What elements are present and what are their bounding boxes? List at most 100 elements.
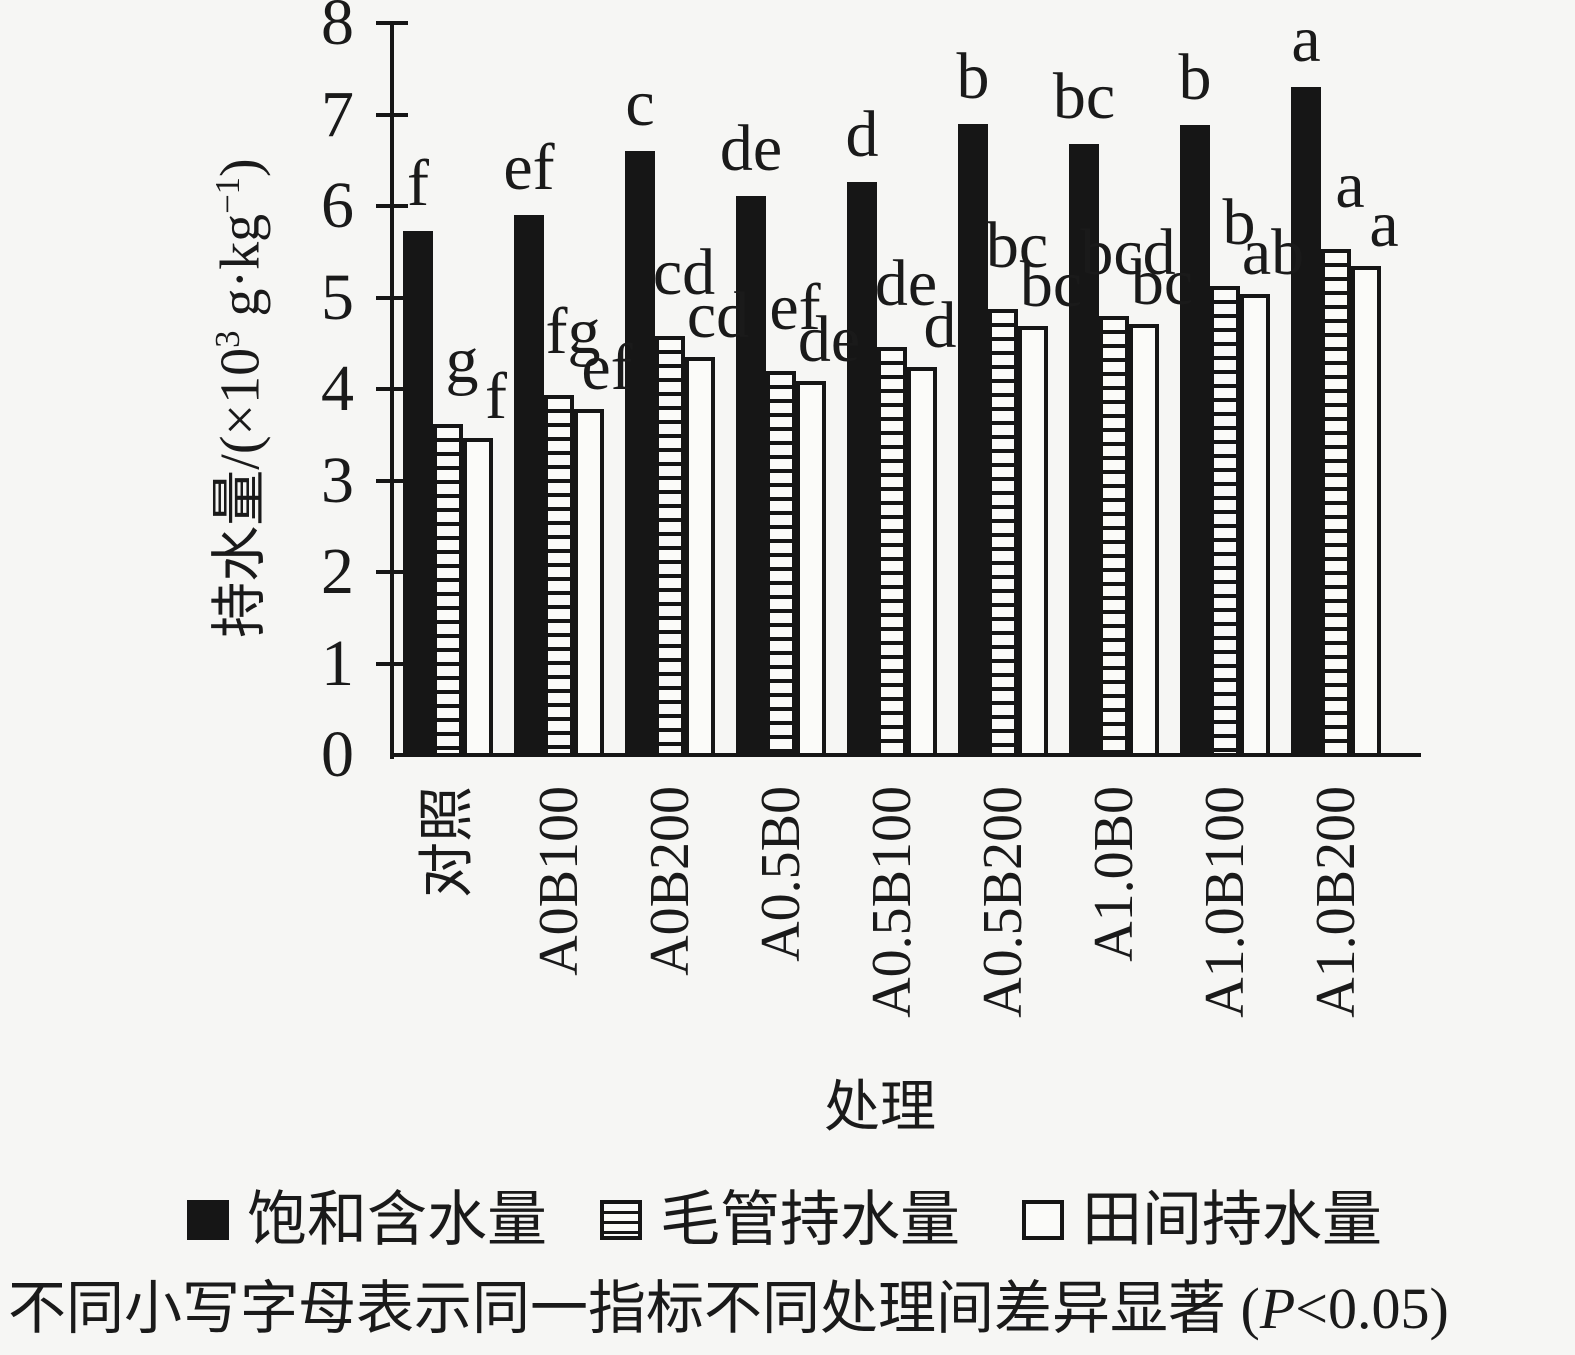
y-tick-label: 2 [321, 535, 354, 608]
y-tick-label: 6 [321, 169, 354, 242]
y-tick-label: 5 [321, 260, 354, 334]
sig-letter: d [845, 98, 879, 172]
sig-letter: cd [686, 278, 750, 352]
y-tick-label: 0 [321, 718, 354, 791]
bar-hollow [796, 380, 826, 757]
bar-solid [847, 182, 877, 757]
x-tick-label: A1.0B200 [1303, 786, 1535, 1018]
bar-h-stripes [766, 370, 796, 757]
bar-hollow [907, 367, 937, 757]
bar-hollow [685, 356, 715, 757]
y-title-base1: 持水量/(×10 [209, 347, 272, 638]
legend-swatch-solid [187, 1200, 229, 1240]
x-tick-label-text: A1.0B200 [1305, 786, 1367, 1018]
bar-hollow [1129, 324, 1159, 757]
x-tick-label-text: A1.0B0 [1083, 786, 1145, 962]
sig-letter: ef [503, 131, 555, 205]
sig-letter: de [797, 302, 861, 376]
legend-label-saturated: 饱和含水量 [247, 1187, 547, 1253]
x-axis-title: 处理 [824, 1077, 936, 1139]
y-tick-label: 1 [321, 626, 354, 700]
x-tick-label-text: A0.5B0 [750, 786, 812, 962]
sig-letter: a [1369, 188, 1399, 262]
bar-solid [625, 151, 655, 757]
bar-solid [736, 195, 766, 757]
sig-letter: c [625, 67, 655, 141]
sig-letter: ab [1241, 215, 1305, 289]
bar-solid [514, 215, 544, 757]
bar-hollow [1240, 293, 1270, 757]
sig-letter: bc [985, 209, 1049, 283]
bar-h-stripes [877, 346, 907, 757]
sig-letter: ef [769, 270, 821, 344]
note-prefix: 不同小写字母表示同一指标不同处理间差异显著 ( [8, 1276, 1260, 1341]
y-tick-label: 7 [321, 77, 354, 151]
x-tick-label: 对照 [415, 786, 527, 898]
sig-letter: bcd [1080, 215, 1176, 289]
bar-solid [1069, 143, 1099, 757]
x-tick-label-text: 对照 [417, 786, 479, 898]
y-axis-tick [376, 661, 408, 666]
y-title-base3: ) [209, 158, 272, 177]
sig-letter: b [1222, 185, 1256, 259]
note: 不同小写字母表示同一指标不同处理间差异显著 (P<0.05) [8, 1278, 1449, 1340]
sig-letter: ef [581, 331, 633, 405]
bar-h-stripes [1321, 249, 1351, 757]
sig-letter: b [956, 39, 990, 113]
sig-letter: f [407, 146, 429, 220]
y-axis-tick [376, 112, 408, 117]
sig-letter: b [1178, 41, 1212, 115]
bar-h-stripes [655, 335, 685, 757]
y-title-sup2: −1 [208, 176, 247, 214]
legend-label-field: 田间持水量 [1082, 1187, 1382, 1253]
sig-letter: de [719, 111, 783, 185]
x-tick-label-text: A0B100 [528, 786, 590, 976]
legend-swatch-hollow [1022, 1200, 1064, 1240]
sig-letter: cd [652, 235, 716, 309]
bar-h-stripes [988, 309, 1018, 757]
sig-letter: f [485, 360, 507, 434]
x-tick-label-text: A0B200 [639, 786, 701, 976]
sig-letter: de [874, 246, 938, 320]
bar-hollow [463, 438, 493, 757]
bar-h-stripes [544, 395, 574, 757]
sig-letter: d [923, 289, 957, 363]
bar-hollow [574, 409, 604, 757]
y-axis-tick [376, 387, 408, 391]
sig-letter: fg [545, 295, 601, 369]
y-tick-label: 8 [321, 0, 354, 59]
bar-solid [403, 230, 433, 757]
y-axis-title-text: 持水量/(×103 g·kg−1) [196, 158, 273, 637]
bar-hollow [1018, 325, 1048, 757]
bar-h-stripes [1210, 285, 1240, 757]
sig-letter: bc [1130, 246, 1194, 320]
y-axis-tick [376, 295, 408, 300]
bar-solid [958, 123, 988, 757]
bar-h-stripes [1099, 315, 1129, 757]
y-axis-tick [376, 570, 408, 574]
note-suffix: <0.05) [1295, 1276, 1449, 1341]
note-p-italic: P [1259, 1276, 1296, 1341]
bar-solid [1291, 87, 1321, 757]
x-tick-label-text: A0.5B100 [861, 786, 923, 1018]
x-tick-label-text: A1.0B100 [1194, 786, 1256, 1018]
y-tick-label: 3 [321, 443, 354, 517]
y-title-base2: g·kg [209, 213, 272, 331]
bar-solid [1180, 125, 1210, 757]
sig-letter: g [445, 323, 479, 397]
y-axis-title: 持水量/(×103 g·kg−1) [196, 158, 675, 637]
sig-letter: bc [1052, 59, 1116, 133]
legend-label-capillary: 毛管持水量 [660, 1187, 960, 1253]
y-axis-tick [376, 21, 408, 25]
sig-letter: a [1335, 149, 1365, 222]
sig-letter: bc [1019, 247, 1083, 321]
y-title-sup1: 3 [208, 330, 247, 348]
x-tick-label-text: A0.5B200 [972, 786, 1034, 1018]
sig-letter: a [1291, 3, 1321, 77]
legend-swatch-striped [600, 1200, 642, 1240]
bar-h-stripes [433, 423, 463, 757]
y-axis-tick [376, 204, 408, 208]
bar-hollow [1351, 266, 1381, 757]
y-axis-tick [376, 478, 408, 483]
